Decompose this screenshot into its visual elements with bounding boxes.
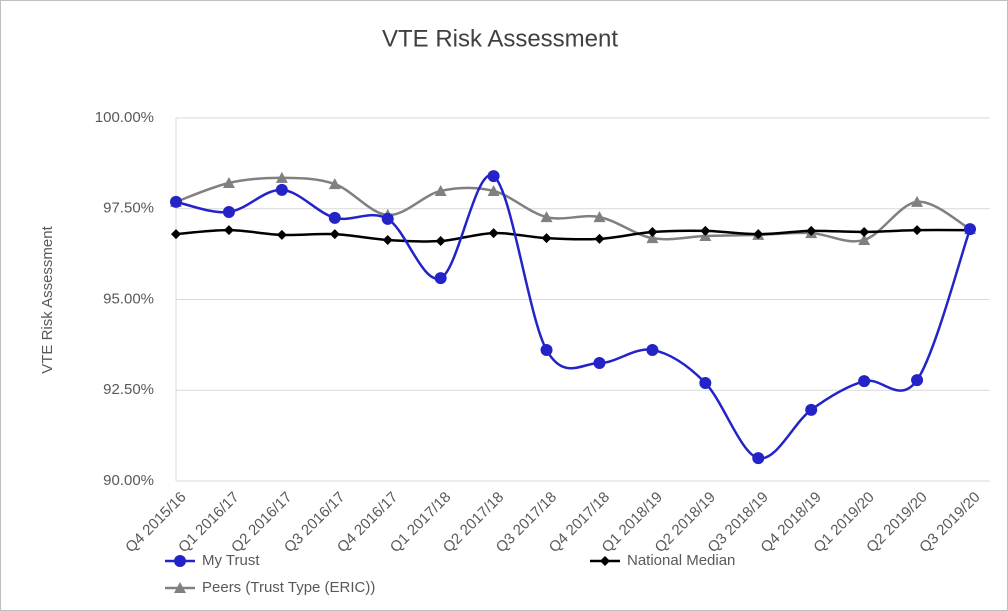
y-tick-label: 90.00% bbox=[103, 472, 154, 489]
point bbox=[964, 223, 976, 236]
point bbox=[806, 225, 817, 236]
point bbox=[223, 225, 234, 236]
point bbox=[382, 234, 393, 245]
point bbox=[435, 236, 446, 247]
point bbox=[540, 343, 553, 356]
chart-title: VTE Risk Assessment bbox=[382, 25, 618, 52]
point bbox=[859, 226, 870, 237]
legend-marker bbox=[600, 556, 610, 566]
point bbox=[222, 176, 235, 188]
point bbox=[911, 374, 924, 387]
point bbox=[381, 212, 394, 225]
point bbox=[488, 228, 499, 239]
point bbox=[593, 357, 606, 370]
point bbox=[434, 272, 447, 285]
point bbox=[329, 229, 340, 240]
point bbox=[911, 195, 924, 207]
point bbox=[646, 232, 659, 244]
point bbox=[171, 229, 181, 240]
point bbox=[487, 170, 500, 183]
point bbox=[275, 183, 288, 196]
y-tick-label: 95.00% bbox=[103, 290, 154, 307]
legend-label: My Trust bbox=[202, 552, 260, 569]
legend-marker bbox=[174, 555, 186, 567]
point bbox=[805, 403, 818, 416]
y-axis-label: VTE Risk Assessment bbox=[39, 225, 56, 373]
point bbox=[594, 233, 605, 244]
y-tick-label: 100.00% bbox=[95, 109, 154, 126]
point bbox=[170, 195, 182, 208]
point bbox=[858, 375, 871, 388]
point bbox=[647, 226, 658, 237]
point bbox=[700, 225, 711, 236]
point bbox=[540, 211, 553, 223]
point bbox=[487, 184, 500, 196]
y-tick-label: 97.50% bbox=[103, 200, 154, 217]
point bbox=[753, 229, 764, 240]
point bbox=[646, 343, 659, 356]
point bbox=[328, 211, 341, 224]
point bbox=[434, 184, 447, 196]
legend-marker bbox=[174, 582, 186, 593]
legend-label: National Median bbox=[627, 552, 735, 569]
line bbox=[175, 228, 971, 243]
point bbox=[222, 206, 235, 219]
line bbox=[175, 176, 971, 243]
legend-label: Peers (Trust Type (ERIC)) bbox=[202, 579, 375, 596]
point bbox=[912, 225, 923, 236]
point bbox=[699, 376, 712, 389]
point bbox=[276, 229, 287, 240]
y-tick-label: 92.50% bbox=[103, 381, 154, 398]
point bbox=[593, 211, 606, 223]
point bbox=[328, 178, 341, 190]
point bbox=[858, 233, 871, 245]
point bbox=[541, 233, 552, 244]
point bbox=[752, 452, 765, 465]
point bbox=[275, 171, 288, 183]
